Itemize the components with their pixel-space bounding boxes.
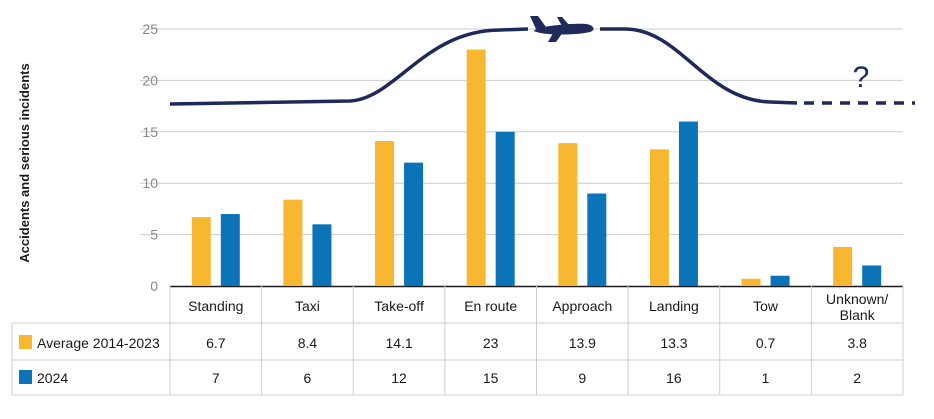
y-tick-label: 10 bbox=[142, 175, 158, 191]
data-label: 8.4 bbox=[298, 335, 318, 351]
x-tick-label: Unknown/Blank bbox=[826, 291, 888, 323]
legend-swatch-2024 bbox=[19, 370, 32, 384]
data-label: 16 bbox=[666, 370, 682, 386]
data-label: 7 bbox=[212, 370, 220, 386]
data-label: 0.7 bbox=[756, 335, 776, 351]
data-label: 14.1 bbox=[385, 335, 412, 351]
bar-2024 bbox=[862, 265, 882, 286]
x-tick-label: Standing bbox=[188, 298, 243, 314]
bar-2024 bbox=[404, 162, 424, 286]
x-tick-label: Taxi bbox=[295, 298, 320, 314]
x-tick-label: Approach bbox=[552, 298, 612, 314]
y-tick-label: 25 bbox=[142, 21, 158, 37]
y-axis-label: Accidents and serious incidents bbox=[17, 63, 32, 262]
y-axis-ticks: 0 5 10 15 20 25 bbox=[142, 21, 158, 294]
y-tick-label: 0 bbox=[150, 278, 158, 294]
data-label: 6.7 bbox=[206, 335, 226, 351]
data-label: 12 bbox=[391, 370, 407, 386]
airplane-wing-far bbox=[557, 17, 570, 26]
data-label: 1 bbox=[762, 370, 770, 386]
bar-average bbox=[466, 49, 486, 287]
bar-average bbox=[191, 217, 211, 286]
bar-2024 bbox=[770, 275, 790, 286]
airplane-icon bbox=[530, 16, 594, 42]
data-label: 13.9 bbox=[569, 335, 596, 351]
bar-average bbox=[283, 199, 303, 286]
bar-2024 bbox=[678, 121, 698, 287]
x-tick-label: Landing bbox=[649, 298, 699, 314]
data-label: 2 bbox=[853, 370, 861, 386]
flight-path-line bbox=[169, 27, 798, 106]
bars bbox=[191, 49, 882, 287]
bar-average bbox=[375, 141, 395, 286]
bar-average bbox=[649, 149, 669, 286]
data-label: 9 bbox=[578, 370, 586, 386]
x-tick-label: Tow bbox=[753, 298, 779, 314]
gridlines bbox=[140, 28, 903, 288]
question-mark-icon: ? bbox=[853, 61, 870, 94]
data-label: 13.3 bbox=[660, 335, 687, 351]
legend-swatch-average bbox=[19, 335, 32, 349]
data-label: 15 bbox=[483, 370, 499, 386]
data-label: 23 bbox=[483, 335, 499, 351]
data-label: 6 bbox=[304, 370, 312, 386]
airplane-tail bbox=[530, 16, 546, 29]
data-label: 3.8 bbox=[847, 335, 867, 351]
data-table: Standing Taxi Take-off En route Approach Land… bbox=[11, 286, 904, 396]
bar-average bbox=[558, 143, 578, 286]
bar-2024 bbox=[312, 224, 332, 286]
bar-average bbox=[741, 278, 761, 286]
y-tick-label: 15 bbox=[142, 124, 158, 140]
y-tick-label: 20 bbox=[142, 72, 158, 88]
y-tick-label: 5 bbox=[150, 227, 158, 243]
bar-2024 bbox=[495, 131, 515, 286]
bar-2024 bbox=[220, 214, 240, 286]
x-tick-label: Take-off bbox=[374, 298, 424, 314]
x-tick-label: En route bbox=[464, 298, 517, 314]
legend-label: Average 2014-2023 bbox=[37, 335, 160, 351]
bar-average bbox=[833, 246, 853, 286]
legend-label: 2024 bbox=[37, 370, 68, 386]
bar-2024 bbox=[587, 193, 607, 286]
airplane-wing bbox=[548, 28, 566, 42]
